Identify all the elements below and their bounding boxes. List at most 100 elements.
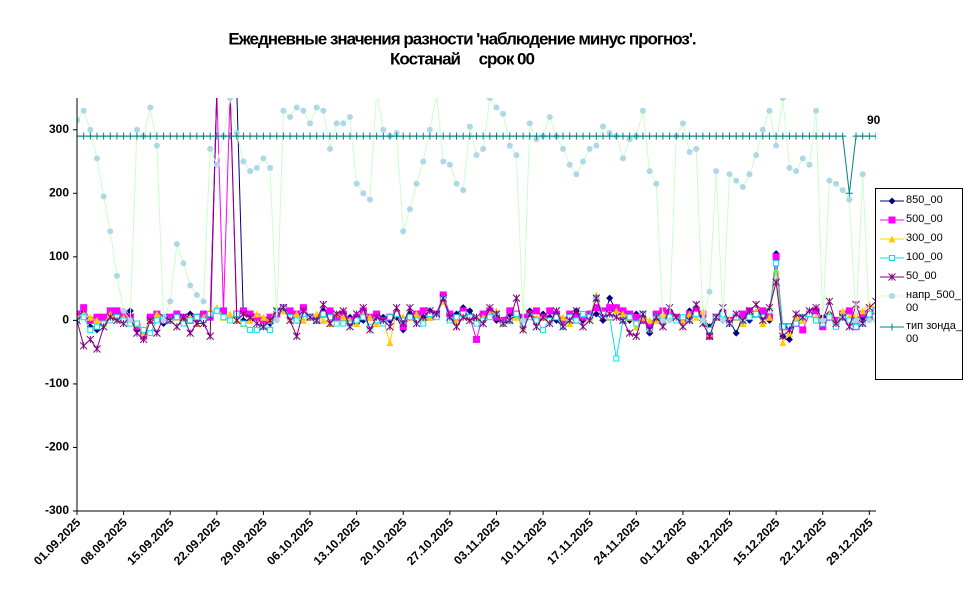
marker [100, 193, 107, 200]
marker [313, 104, 320, 111]
marker [452, 322, 461, 331]
marker [619, 310, 627, 318]
marker [799, 155, 806, 162]
marker [220, 88, 227, 95]
marker [572, 132, 580, 140]
marker [706, 132, 714, 140]
marker [626, 132, 634, 140]
marker [279, 303, 288, 312]
marker [479, 319, 488, 328]
marker [340, 320, 347, 327]
marker [566, 161, 573, 168]
marker [446, 161, 453, 168]
marker [785, 335, 793, 343]
marker [845, 322, 854, 331]
marker [253, 326, 260, 333]
marker [612, 307, 620, 315]
marker [573, 317, 580, 324]
marker [473, 335, 480, 343]
marker [513, 152, 520, 159]
marker [585, 316, 594, 325]
marker [446, 132, 454, 140]
marker [599, 313, 607, 322]
x-tick-label: 01.12.2025 [637, 515, 690, 568]
marker [692, 313, 700, 321]
marker [346, 114, 353, 121]
x-tick-label: 24.11.2025 [591, 515, 643, 567]
marker [327, 145, 334, 152]
marker [366, 313, 374, 321]
marker [659, 317, 666, 324]
marker [492, 310, 501, 318]
marker [399, 319, 408, 328]
marker [646, 132, 654, 140]
legend-item: 850_00 [878, 194, 962, 208]
marker [133, 132, 141, 140]
marker [306, 132, 314, 140]
marker [859, 132, 867, 140]
marker [133, 126, 140, 133]
marker [580, 158, 587, 165]
marker [772, 132, 780, 140]
x-tick-label: 15.12.2025 [730, 515, 783, 568]
marker [99, 322, 108, 331]
marker [179, 313, 188, 322]
marker [492, 132, 500, 140]
legend-label: 50_00 [906, 270, 937, 282]
marker [219, 307, 227, 315]
marker [479, 132, 487, 140]
marker [307, 120, 314, 127]
marker [552, 132, 560, 140]
marker [227, 98, 234, 101]
marker [319, 316, 327, 324]
marker [806, 161, 813, 168]
marker [372, 313, 381, 322]
marker [333, 320, 340, 327]
marker [220, 314, 227, 321]
marker [199, 319, 208, 328]
marker [592, 294, 601, 302]
marker [579, 132, 587, 140]
marker [466, 307, 474, 315]
x-tick-label: 15.09.2025 [124, 515, 177, 568]
x-tick-label: 17.11.2025 [544, 515, 596, 567]
marker [340, 120, 347, 127]
legend-item: 500_00 [878, 213, 962, 227]
marker [252, 319, 261, 328]
marker [499, 132, 507, 140]
marker [127, 317, 134, 324]
marker [87, 126, 94, 133]
marker [86, 335, 95, 344]
legend-label: 100_00 [906, 251, 943, 263]
chart-title: Ежедневные значения разности 'наблюдение… [228, 29, 695, 48]
marker [206, 332, 215, 341]
marker [512, 313, 520, 321]
marker [146, 316, 155, 325]
marker [379, 316, 388, 325]
marker [200, 298, 207, 305]
marker [453, 180, 460, 187]
marker [173, 322, 181, 331]
legend-item: 300_00 [878, 232, 962, 246]
marker [888, 216, 896, 224]
marker [332, 310, 341, 318]
marker [293, 104, 300, 111]
y-tick-label: 0 [62, 313, 69, 327]
x-tick-label: 22.09.2025 [171, 515, 224, 568]
marker [525, 310, 534, 318]
marker [888, 273, 896, 281]
marker [833, 180, 840, 187]
marker [825, 132, 833, 140]
marker [399, 132, 407, 140]
marker [872, 132, 876, 140]
marker [193, 314, 200, 321]
marker [779, 132, 787, 140]
legend: 850_00 500_00 300_00 100_00 50_00 напр_500_00… [875, 188, 963, 380]
marker [719, 317, 726, 324]
x-tick-label: 06.10.2025 [264, 515, 317, 568]
marker [606, 294, 614, 302]
marker [889, 255, 895, 261]
marker [77, 316, 81, 325]
x-tick-label: 27.10.2025 [404, 515, 457, 568]
marker [852, 132, 860, 140]
